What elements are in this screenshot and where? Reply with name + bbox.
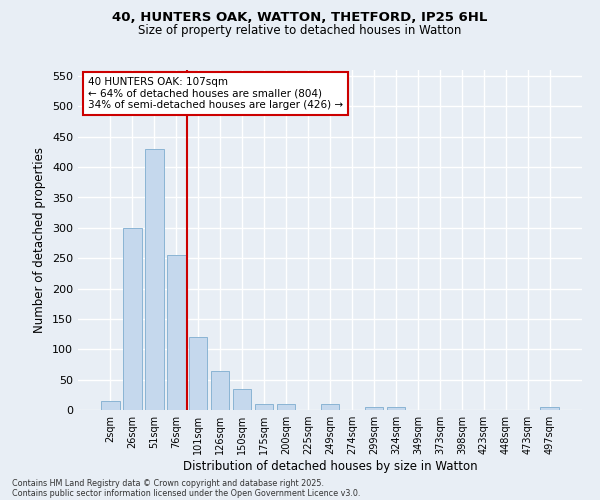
Bar: [541, 407, 559, 410]
Bar: [233, 389, 251, 410]
Bar: [189, 337, 208, 410]
Bar: [145, 149, 164, 410]
Text: 40, HUNTERS OAK, WATTON, THETFORD, IP25 6HL: 40, HUNTERS OAK, WATTON, THETFORD, IP25 …: [112, 11, 488, 24]
Bar: [386, 407, 405, 410]
Y-axis label: Number of detached properties: Number of detached properties: [34, 147, 46, 333]
Text: Contains HM Land Registry data © Crown copyright and database right 2025.: Contains HM Land Registry data © Crown c…: [12, 478, 324, 488]
Bar: [211, 370, 229, 410]
Bar: [277, 404, 295, 410]
X-axis label: Distribution of detached houses by size in Watton: Distribution of detached houses by size …: [182, 460, 478, 473]
Bar: [255, 404, 274, 410]
Bar: [101, 401, 119, 410]
Bar: [365, 407, 383, 410]
Bar: [320, 404, 340, 410]
Text: 40 HUNTERS OAK: 107sqm
← 64% of detached houses are smaller (804)
34% of semi-de: 40 HUNTERS OAK: 107sqm ← 64% of detached…: [88, 77, 343, 110]
Text: Size of property relative to detached houses in Watton: Size of property relative to detached ho…: [139, 24, 461, 37]
Bar: [167, 255, 185, 410]
Text: Contains public sector information licensed under the Open Government Licence v3: Contains public sector information licen…: [12, 488, 361, 498]
Bar: [123, 228, 142, 410]
